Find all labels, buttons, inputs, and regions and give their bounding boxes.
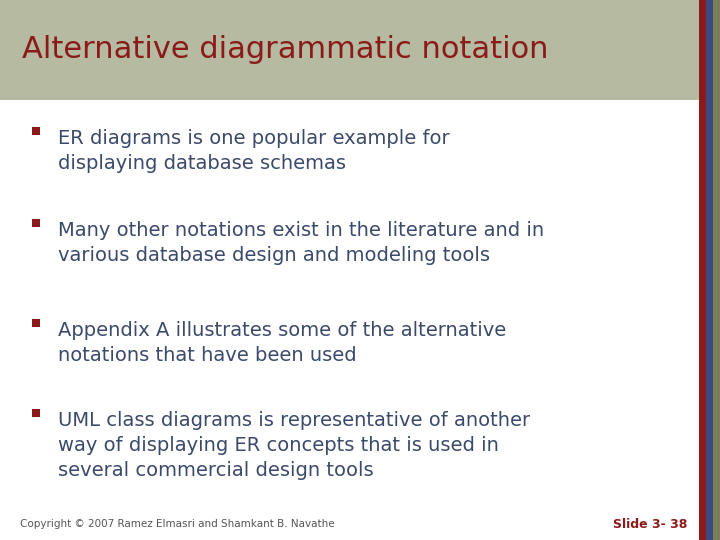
Text: Slide 3- 38: Slide 3- 38 xyxy=(613,517,687,530)
Text: ER diagrams is one popular example for
displaying database schemas: ER diagrams is one popular example for d… xyxy=(58,129,449,173)
Text: Copyright © 2007 Ramez Elmasri and Shamkant B. Navathe: Copyright © 2007 Ramez Elmasri and Shamk… xyxy=(20,519,335,529)
Bar xyxy=(32,219,40,227)
Text: Appendix A illustrates some of the alternative
notations that have been used: Appendix A illustrates some of the alter… xyxy=(58,321,506,365)
Text: UML class diagrams is representative of another
way of displaying ER concepts th: UML class diagrams is representative of … xyxy=(58,411,530,480)
Bar xyxy=(699,0,706,540)
Text: Many other notations exist in the literature and in
various database design and : Many other notations exist in the litera… xyxy=(58,221,544,265)
Bar xyxy=(713,0,720,540)
Bar xyxy=(32,127,40,135)
Bar xyxy=(32,409,40,417)
Bar xyxy=(706,0,713,540)
Text: Alternative diagrammatic notation: Alternative diagrammatic notation xyxy=(22,36,549,64)
Bar xyxy=(0,0,720,100)
Bar xyxy=(32,319,40,327)
